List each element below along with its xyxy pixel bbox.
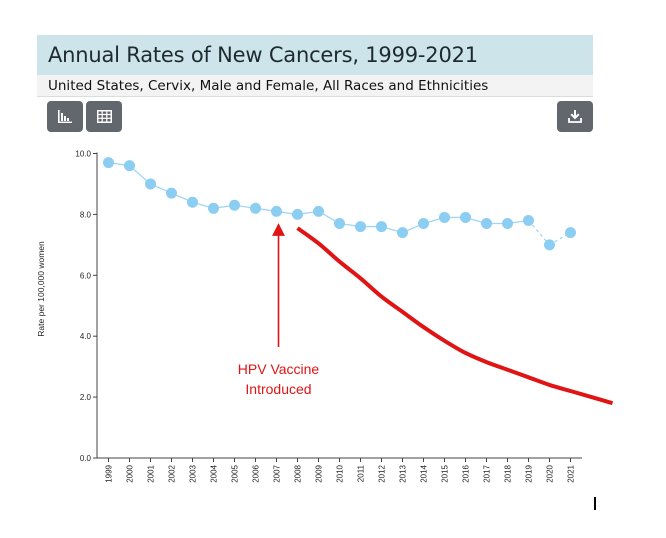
data-point	[187, 196, 198, 208]
chart-subtitle-bar: United States, Cervix, Male and Female, …	[37, 75, 593, 97]
data-point	[523, 214, 534, 226]
x-tick-label: 2000	[126, 464, 135, 482]
download-button[interactable]	[557, 101, 593, 132]
x-tick-label: 2001	[147, 464, 156, 482]
data-point	[208, 202, 219, 214]
x-tick-label: 2020	[546, 464, 555, 482]
y-tick-label: 2.0	[80, 393, 92, 402]
chart-axes: 0.0 2.0 4.0 6.0 8.0 10.0 1999 2000 2001 2002 2003 2…	[75, 150, 582, 483]
x-tick-label: 2017	[483, 464, 492, 482]
data-point	[103, 157, 114, 169]
chart-view-button[interactable]	[47, 101, 83, 132]
data-point	[502, 218, 513, 230]
table-grid-icon	[96, 110, 112, 123]
data-point	[418, 218, 429, 230]
data-point	[544, 239, 555, 251]
data-point	[271, 205, 282, 217]
y-tick-label: 0.0	[80, 454, 92, 463]
chart-subtitle: United States, Cervix, Male and Female, …	[48, 77, 489, 94]
y-tick-label: 4.0	[80, 332, 92, 341]
y-tick-label: 10.0	[75, 150, 91, 159]
x-tick-label: 2010	[336, 464, 345, 482]
text-cursor-mark	[594, 497, 596, 510]
x-tick-label: 2015	[441, 464, 450, 482]
x-tick-label: 2005	[231, 464, 240, 482]
x-tick-label: 2003	[189, 464, 198, 482]
hpv-annotation: HPV Vaccine Introduced	[238, 223, 320, 397]
data-point	[355, 221, 366, 233]
data-point	[460, 211, 471, 223]
data-point	[313, 205, 324, 217]
x-tick-label: 2009	[315, 464, 324, 482]
x-tick-label: 2019	[525, 464, 534, 482]
data-point	[439, 211, 450, 223]
annotation-line1: HPV Vaccine	[238, 361, 320, 377]
data-point	[229, 199, 240, 211]
chart-title-bar: Annual Rates of New Cancers, 1999-2021	[37, 35, 593, 75]
data-point	[124, 160, 135, 172]
cervix-series	[103, 157, 576, 251]
data-point	[250, 202, 261, 214]
data-point	[145, 178, 156, 190]
x-tick-label: 2006	[252, 464, 261, 482]
x-tick-label: 2008	[294, 464, 303, 482]
x-tick-label: 2012	[378, 464, 387, 482]
data-point	[376, 221, 387, 233]
bar-chart-icon	[58, 109, 72, 123]
data-point	[292, 208, 303, 220]
x-tick-label: 2007	[273, 464, 282, 482]
data-point	[397, 227, 408, 239]
x-tick-label: 2014	[420, 464, 429, 482]
trend-overlay	[296, 226, 614, 406]
table-view-button[interactable]	[86, 101, 122, 132]
x-tick-label: 2018	[504, 464, 513, 482]
chart-title: Annual Rates of New Cancers, 1999-2021	[48, 43, 478, 67]
x-tick-label: 2002	[168, 464, 177, 482]
y-axis-title: Rate per 100,000 women	[36, 241, 46, 337]
x-tick-label: 2016	[462, 464, 471, 482]
x-tick-label: 2013	[399, 464, 408, 482]
annotation-line2: Introduced	[245, 381, 311, 397]
data-point	[565, 227, 576, 239]
x-tick-label: 2004	[210, 464, 219, 482]
data-point	[481, 218, 492, 230]
x-tick-label: 2021	[567, 464, 576, 482]
download-icon	[568, 110, 582, 123]
y-tick-label: 6.0	[80, 271, 92, 280]
y-tick-label: 8.0	[80, 210, 92, 219]
x-tick-label: 1999	[105, 464, 114, 482]
data-point	[334, 218, 345, 230]
x-tick-label: 2011	[357, 464, 366, 482]
trend-curve	[296, 226, 614, 406]
data-point	[166, 187, 177, 199]
